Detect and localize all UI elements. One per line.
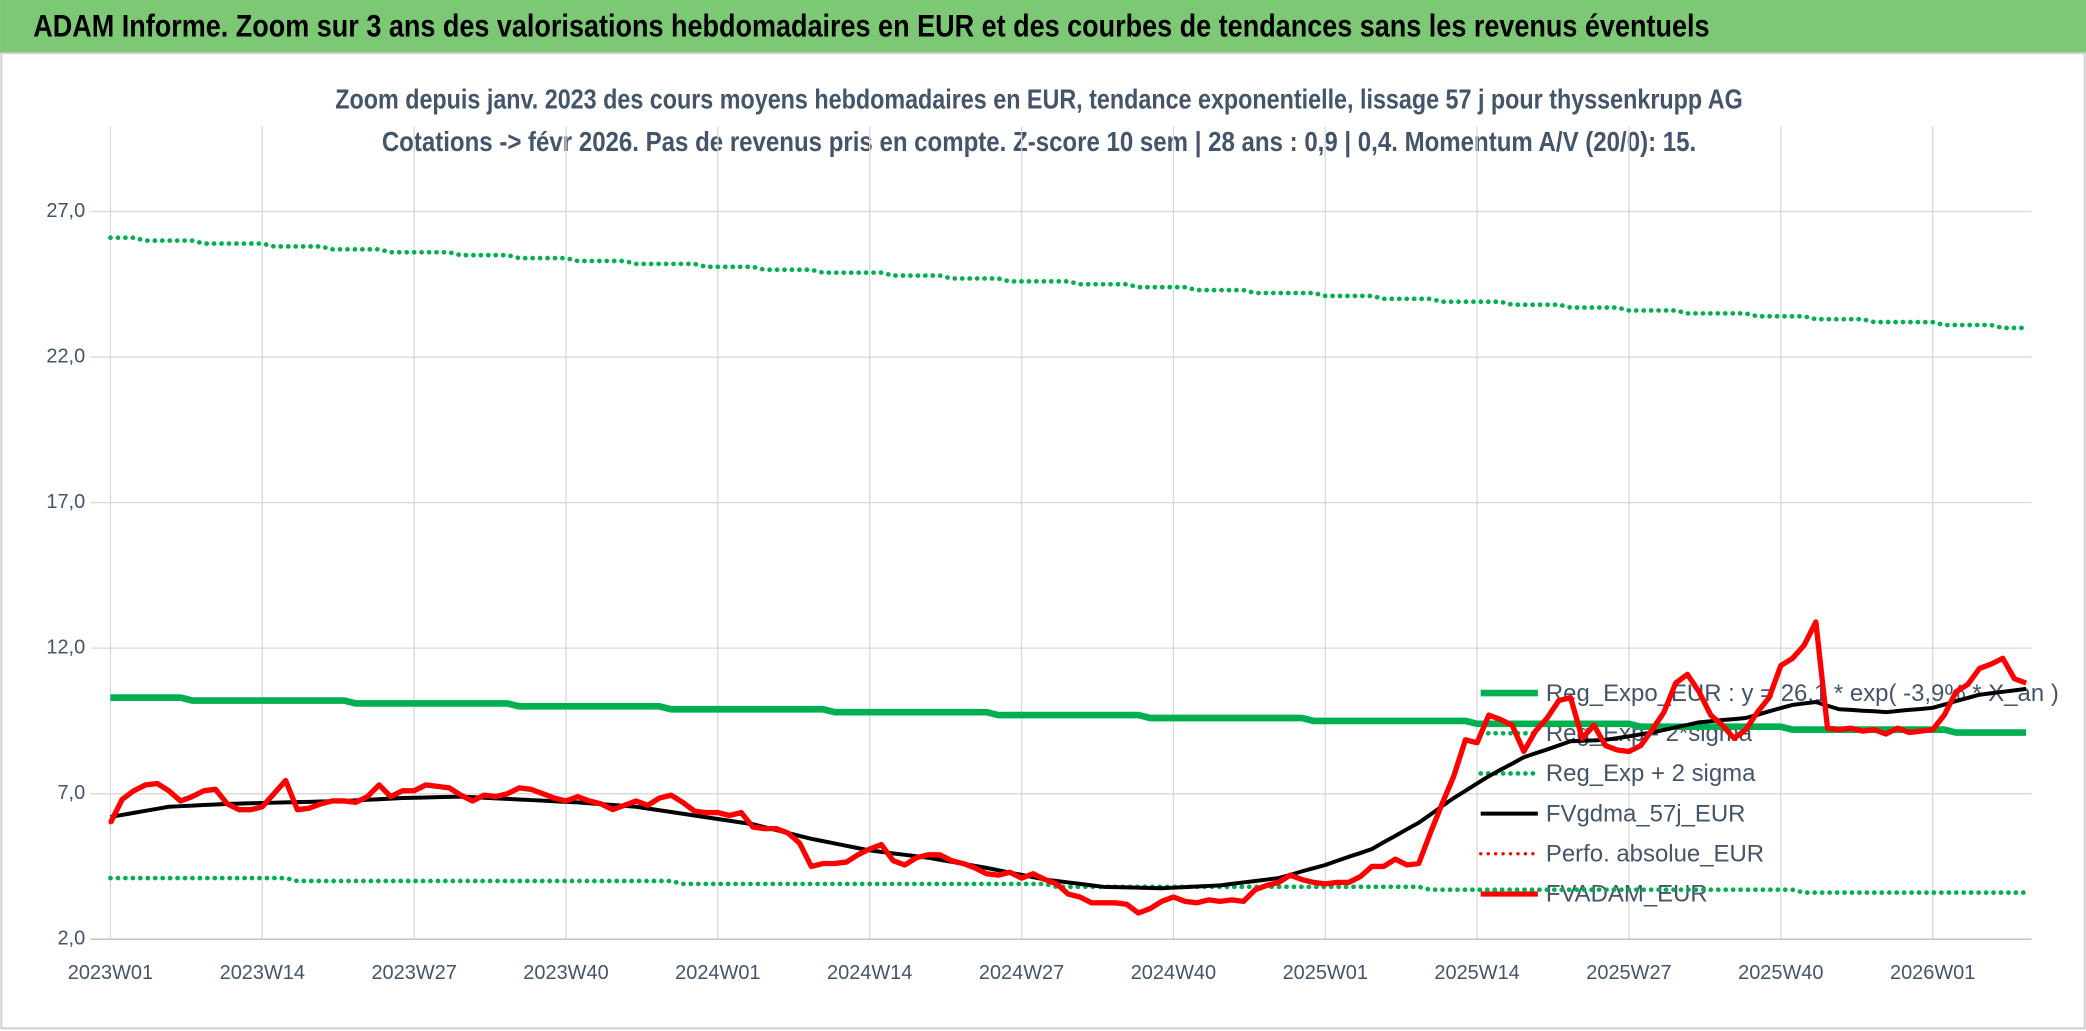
x-tick-label: 2023W01	[68, 962, 153, 984]
x-tick-label: 2024W27	[979, 962, 1064, 984]
x-tick-label: 2025W40	[1738, 962, 1823, 984]
series-line	[108, 619, 2028, 916]
x-tick-label: 2024W40	[1131, 962, 1216, 984]
chart-subtitle: Zoom depuis janv. 2023 des cours moyens …	[335, 83, 1742, 114]
legend-label: Perfo. absolue_EUR	[1546, 840, 1764, 867]
series-line	[110, 686, 2027, 891]
x-tick-label: 2023W14	[220, 962, 305, 984]
x-tick-label: 2023W40	[523, 962, 608, 984]
x-tick-label: 2023W27	[371, 962, 456, 984]
legend-label: Reg_Exp + 2 sigma	[1546, 760, 1756, 787]
x-tick-label: 2024W14	[827, 962, 912, 984]
y-tick-label: 2,0	[57, 927, 85, 949]
series-line	[108, 875, 2029, 895]
series-line	[108, 235, 2029, 331]
y-tick-label: 22,0	[46, 345, 85, 367]
y-tick-label: 27,0	[46, 200, 85, 222]
header-title: ADAM Informe. Zoom sur 3 ans des valoris…	[33, 7, 1709, 43]
x-tick-label: 2024W01	[675, 962, 760, 984]
legend-label: FVgdma_57j_EUR	[1546, 800, 1746, 827]
x-tick-label: 2025W14	[1434, 962, 1519, 984]
y-tick-label: 7,0	[57, 782, 85, 804]
x-tick-label: 2025W01	[1283, 962, 1368, 984]
y-tick-label: 12,0	[46, 636, 85, 658]
y-tick-label: 17,0	[46, 491, 85, 513]
chart-frame	[0, 52, 2086, 1030]
series-line	[110, 694, 2027, 736]
x-tick-label: 2026W01	[1890, 962, 1975, 984]
x-tick-label: 2025W27	[1586, 962, 1671, 984]
legend-label: FVADAM_EUR	[1546, 881, 1708, 908]
header-bar	[0, 0, 2086, 54]
chart-subtitle: Cotations -> févr 2026. Pas de revenus p…	[382, 126, 1696, 157]
